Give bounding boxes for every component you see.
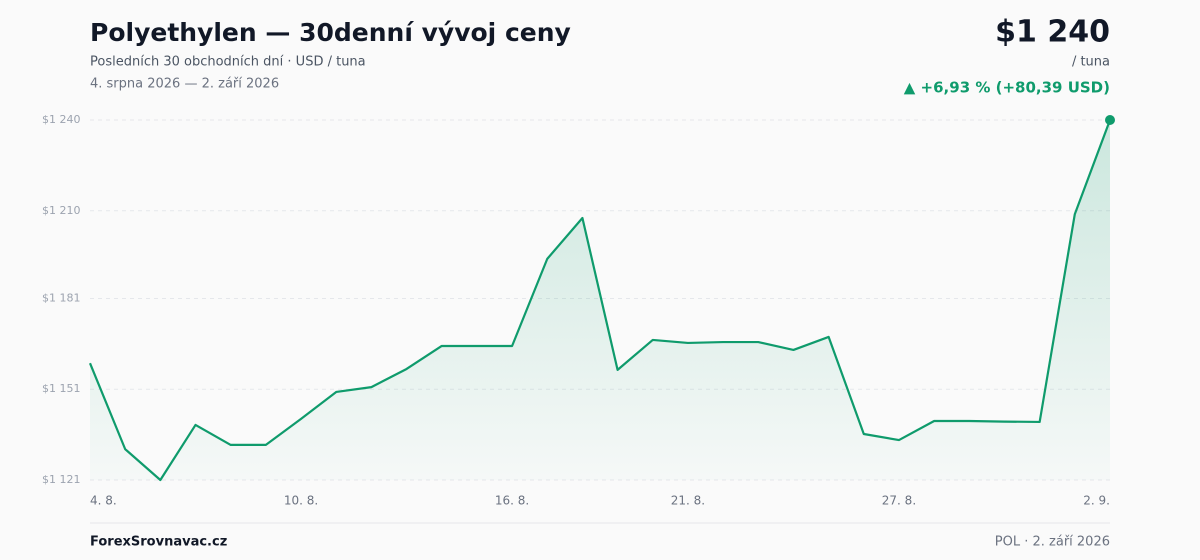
y-tick-label: $1 240 bbox=[42, 113, 81, 126]
y-tick-label: $1 151 bbox=[42, 382, 81, 395]
y-tick-label: $1 121 bbox=[42, 473, 81, 486]
source: ForexSrovnavac.cz bbox=[90, 535, 227, 550]
x-tick-label: 16. 8. bbox=[495, 494, 529, 508]
chart-title: Polyethylen — 30denní vývoj ceny bbox=[90, 18, 571, 47]
x-tick-label: 27. 8. bbox=[882, 494, 916, 508]
area bbox=[90, 120, 1110, 480]
y-tick-label: $1 181 bbox=[42, 291, 81, 304]
x-tick-label: 10. 8. bbox=[284, 494, 318, 508]
footer-note: POL · 2. září 2026 bbox=[995, 535, 1110, 550]
subtitle: Posledních 30 obchodních dní · USD / tun… bbox=[90, 55, 366, 70]
change: ▲ +6,93 % (+80,39 USD) bbox=[904, 79, 1110, 97]
last-point bbox=[1105, 115, 1115, 125]
x-tick-label: 2. 9. bbox=[1083, 494, 1110, 508]
line bbox=[88, 119, 1112, 482]
x-tick-label: 4. 8. bbox=[90, 494, 117, 508]
y-tick-label: $1 210 bbox=[42, 204, 81, 217]
x-tick-label: 21. 8. bbox=[671, 494, 705, 508]
date-range: 4. srpna 2026 — 2. září 2026 bbox=[90, 77, 279, 92]
price-unit: / tuna bbox=[1072, 55, 1110, 70]
price: $1 240 bbox=[995, 15, 1110, 50]
